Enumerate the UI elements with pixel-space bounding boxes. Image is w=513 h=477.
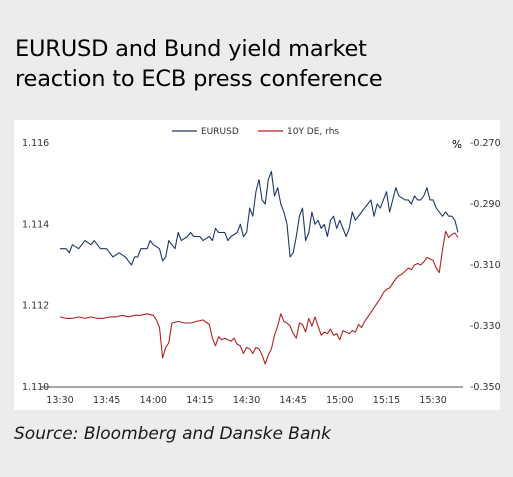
x-tick-label: 15:15 [373,395,400,406]
left-axis-tick-label: 1.116 [22,138,49,149]
legend-label-bund-yield: 10Y DE, rhs [287,127,339,137]
legend: EURUSD 10Y DE, rhs [172,127,339,137]
series-layer [59,170,459,365]
x-tick-label: 14:00 [140,395,167,406]
right-axis-tick-label: -0.350 [470,382,501,393]
left-axis-tick-label: 1.114 [22,219,49,230]
right-axis-tick-label: -0.310 [470,260,501,271]
left-axis-tick-label: 1.110 [22,382,49,393]
axes-layer: 13:30 13:45 14:00 14:15 14:30 14:45 15:00 15:15… [22,138,501,406]
plot-background [14,120,500,410]
right-axis-tick-label: -0.330 [470,321,501,332]
chart-title-line-1: EURUSD and Bund yield market [15,36,367,62]
x-tick-label: 13:45 [93,395,120,406]
x-tick-label: 14:15 [186,395,213,406]
right-axis-tick-label: -0.290 [470,199,501,210]
x-tick-label: 13:30 [46,395,73,406]
chart-title-line-2: reaction to ECB press conference [15,66,383,92]
x-tick-label: 14:45 [280,395,307,406]
source-note: Source: Bloomberg and Danske Bank [14,424,332,444]
chart-title: EURUSD and Bund yield market reaction to… [15,34,495,94]
left-axis-tick-label: 1.112 [22,301,49,312]
legend-label-eurusd: EURUSD [201,127,239,137]
right-axis-tick-label: -0.270 [470,138,501,149]
x-tick-label: 15:30 [419,395,446,406]
x-tick-label: 15:00 [326,395,353,406]
x-tick-label: 14:30 [233,395,260,406]
right-axis-unit: % [452,139,462,151]
series-line-bund-yield [59,230,459,365]
series-line-eurusd [60,170,459,266]
